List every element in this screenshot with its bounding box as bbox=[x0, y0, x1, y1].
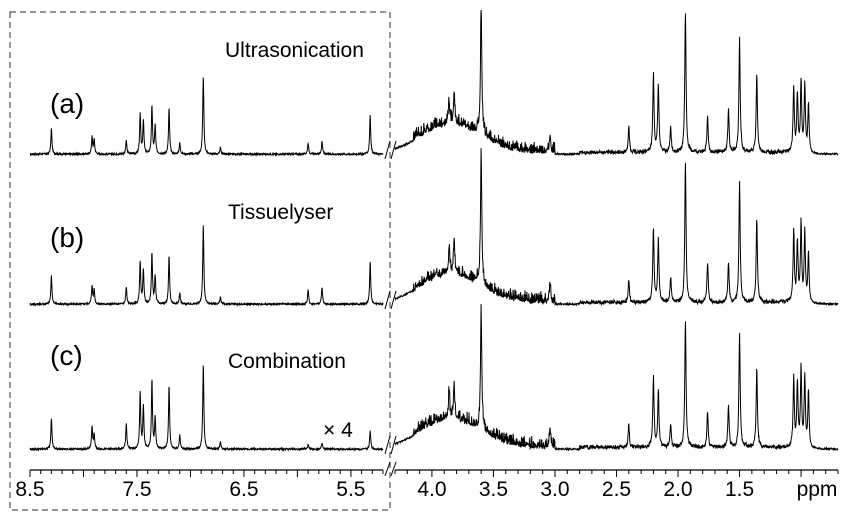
x-axis-unit-label: ppm bbox=[797, 478, 838, 501]
x-tick-label: 3.0 bbox=[540, 478, 569, 501]
panel-label-c: (c) bbox=[50, 340, 83, 371]
spectrum-c-segment-1 bbox=[29, 365, 384, 452]
x-tick-label: 2.0 bbox=[663, 478, 692, 501]
axis-break-mark bbox=[384, 290, 391, 310]
axis-break-mark bbox=[384, 435, 391, 455]
series-name-ultrasonication: Ultrasonication bbox=[225, 39, 364, 62]
spectrum-a-segment-2 bbox=[394, 9, 839, 157]
x-tick-label: 6.5 bbox=[229, 478, 258, 501]
axis-break-mark bbox=[384, 140, 391, 160]
x-tick-label: 1.5 bbox=[725, 478, 754, 501]
x-tick-label: 8.5 bbox=[15, 478, 44, 501]
aromatic-region-dashed-box bbox=[9, 11, 391, 511]
spectrum-b-segment-1 bbox=[29, 225, 384, 307]
axis-break-mark bbox=[390, 290, 397, 310]
x-tick-label: 2.5 bbox=[602, 478, 631, 501]
spectrum-b-segment-2 bbox=[394, 148, 839, 307]
panel-label-b: (b) bbox=[50, 222, 84, 253]
panel-label-a: (a) bbox=[50, 88, 84, 119]
scale-factor-annotation: × 4 bbox=[323, 419, 353, 442]
series-name-combination: Combination bbox=[228, 350, 346, 373]
spectrum-c-segment-2 bbox=[394, 304, 839, 452]
axis-break-mark bbox=[390, 140, 397, 160]
axis-break-mark bbox=[390, 435, 397, 455]
spectra-traces bbox=[29, 9, 839, 455]
spectrum-a-segment-1 bbox=[29, 77, 384, 157]
x-axis: 8.5 7.5 6.5 5.5 4.0 3.5 3.0 2.5 2.0 1.5 bbox=[15, 461, 839, 501]
x-tick-label: 3.5 bbox=[479, 478, 508, 501]
series-name-tissuelyser: Tissuelyser bbox=[228, 201, 333, 224]
axis-break-mark bbox=[390, 461, 397, 477]
x-tick-label: 5.5 bbox=[336, 478, 365, 501]
axis-break-mark bbox=[384, 461, 391, 477]
x-tick-label: 4.0 bbox=[417, 478, 446, 501]
x-tick-label: 7.5 bbox=[122, 478, 151, 501]
